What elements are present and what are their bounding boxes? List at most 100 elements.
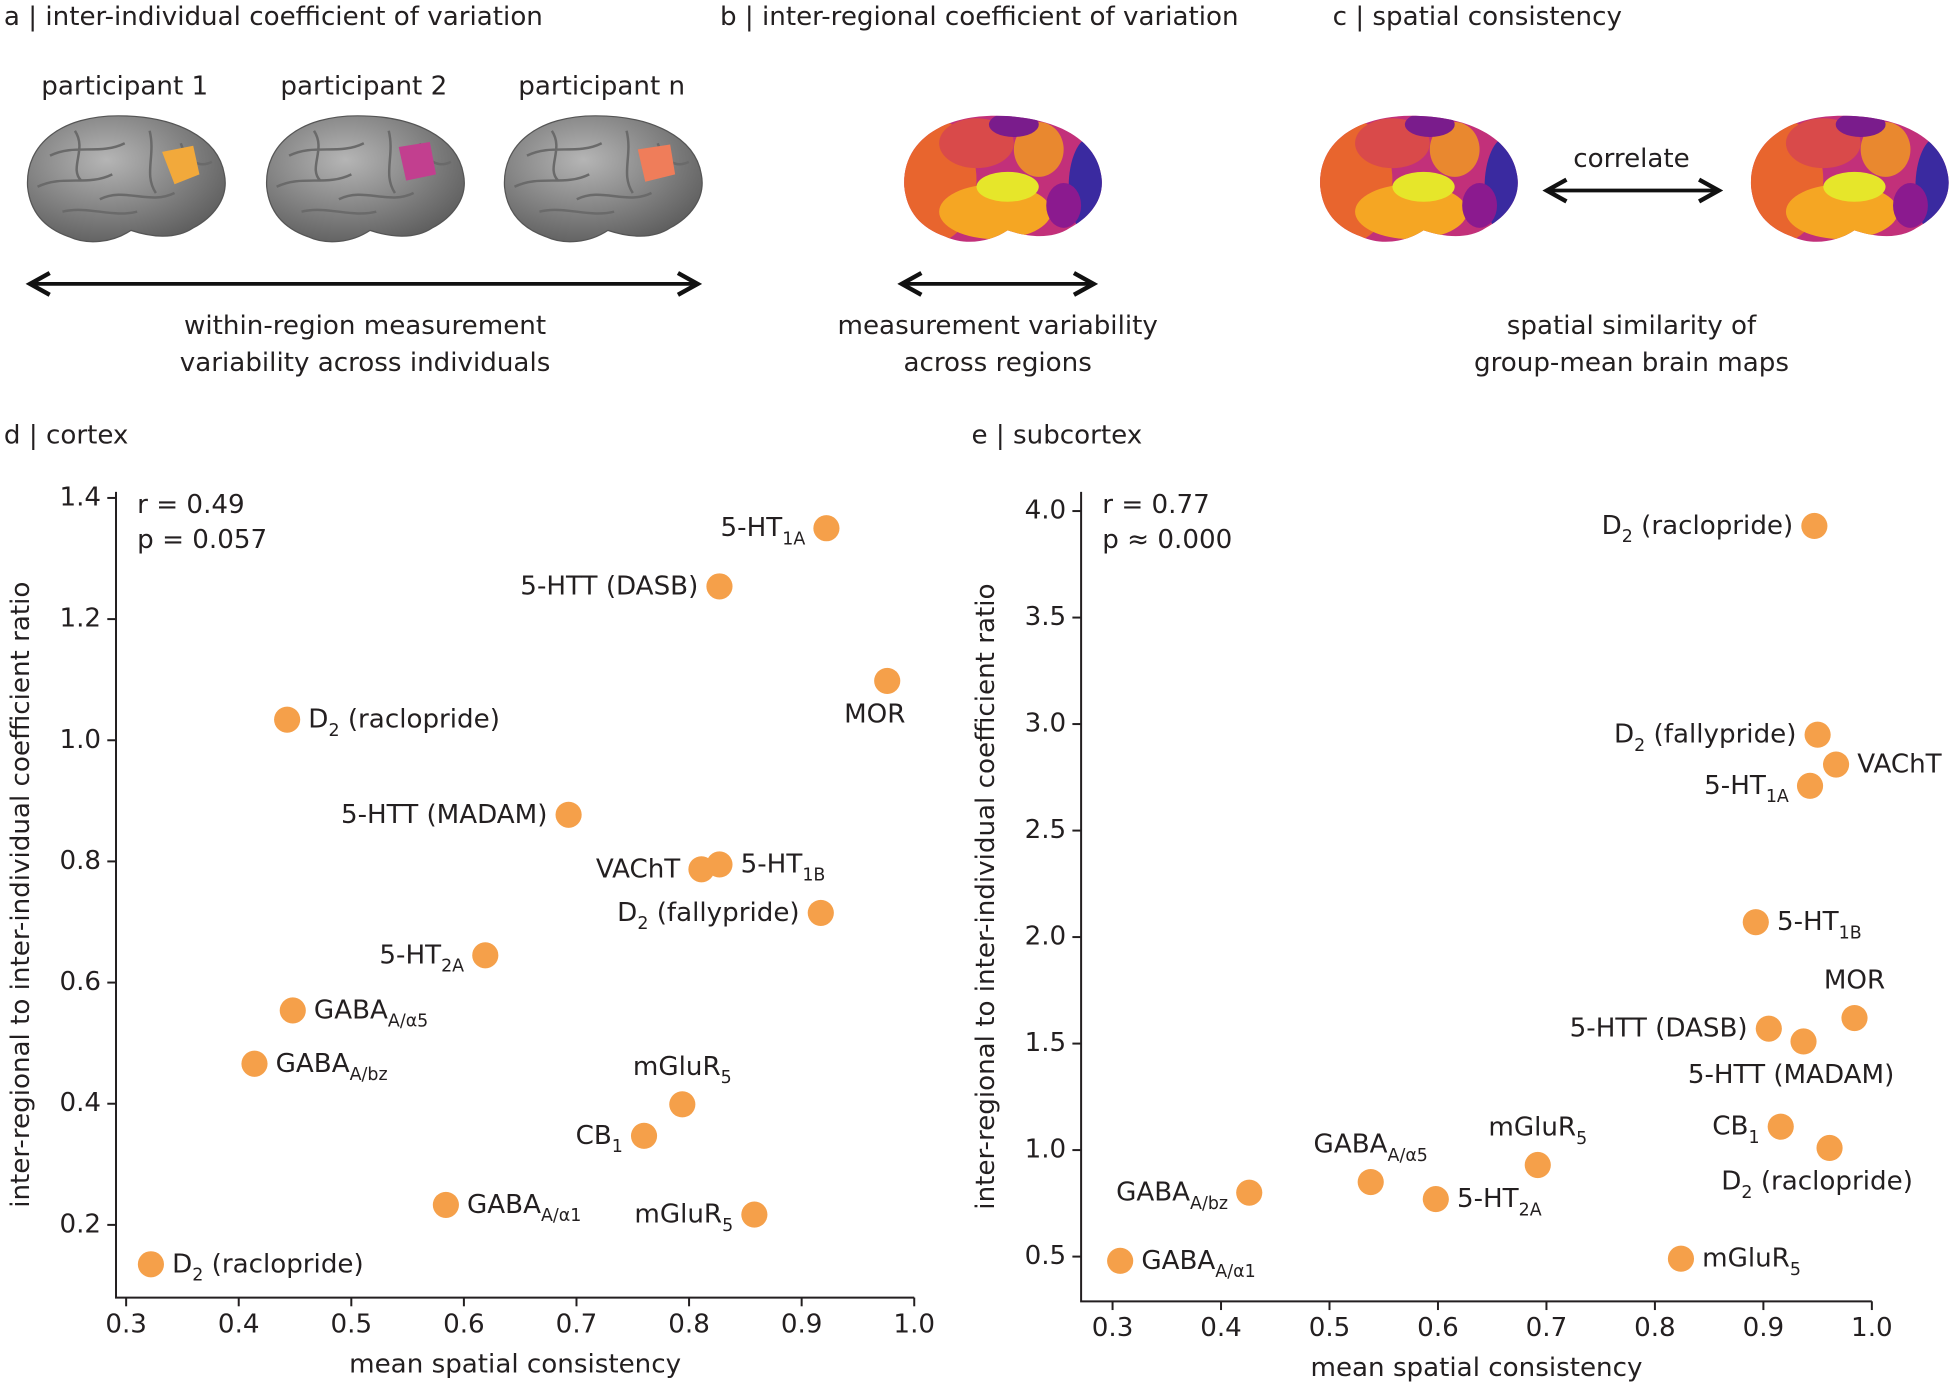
caption: spatial similarity of [1507,311,1757,341]
data-point [1422,1186,1449,1213]
data-point [472,942,499,969]
data-point [1841,1004,1868,1032]
point-label: D2 (raclopride) [1602,510,1794,547]
data-point [630,1122,658,1149]
annotation: p = 0.057 [137,525,267,555]
label-text: D [308,704,328,734]
label-text: D [1614,719,1634,749]
label-text: mGluR [1702,1243,1790,1273]
x-tick-label: 0.5 [1309,1313,1351,1343]
x-tick-label: 0.4 [218,1309,260,1339]
region-patch [398,141,437,181]
panel-title: c | spatial consistency [1333,2,1622,32]
point-label: mGluR5 [1488,1112,1587,1149]
y-tick-label: 1.0 [59,725,101,755]
label-text: 5-HTT (DASB) [1570,1013,1748,1043]
label-text: GABA [276,1048,350,1078]
point-label: GABAA/bz [276,1048,388,1085]
label-text: GABA [1116,1177,1190,1207]
x-tick-label: 0.6 [1417,1313,1459,1343]
label-text: 5-HT [379,940,442,970]
x-tick-label: 0.9 [781,1309,823,1339]
data-point [874,667,901,694]
axis-line [1080,491,1872,1303]
label-text: GABA [1314,1129,1388,1159]
label-text: 5-HT [1704,770,1767,800]
data-point [706,573,733,600]
point-label: CB1 [576,1120,623,1157]
y-axis-label: inter-regional to inter-individual coeff… [6,582,36,1208]
point-label: 5-HTT (DASB) [520,571,698,601]
label-subscript: A/α5 [1388,1146,1428,1166]
label-text: MOR [1824,965,1885,995]
data-point [1107,1247,1134,1274]
data-point [1755,1015,1782,1042]
x-tick-label: 0.5 [331,1309,373,1339]
annotation: p ≈ 0.000 [1102,525,1232,555]
caption: measurement variability [838,311,1158,341]
point-label: D2 (fallypride) [617,897,799,934]
label-text: MOR [844,699,905,729]
label-subscript: A/bz [350,1065,388,1085]
data-point [274,706,301,733]
y-axis-label: inter-regional to inter-individual coeff… [971,584,1001,1210]
label-subscript: 2 [1741,1183,1752,1203]
point-label: D2 (raclopride) [308,704,500,741]
annotation: r = 0.77 [1102,490,1209,520]
point-label: GABAA/α1 [1141,1245,1255,1282]
point-label: D2 (fallypride) [1614,719,1796,756]
label-subscript: A/bz [1190,1194,1228,1214]
x-tick-label: 0.3 [105,1309,147,1339]
point-label: VAChT [596,854,681,884]
y-tick-label: 1.2 [59,604,101,634]
data-point [813,515,840,542]
point-label: mGluR5 [1702,1243,1801,1280]
label-text: (raclopride) [203,1249,363,1279]
point-label: GABAA/α1 [467,1189,581,1226]
data-point [1804,721,1831,748]
x-tick-label: 0.3 [1092,1313,1134,1343]
x-axis-label: mean spatial consistency [1311,1353,1643,1383]
label-text: 5-HT [721,513,784,543]
data-point [432,1191,459,1218]
label-text: GABA [467,1189,541,1219]
y-tick-label: 2.0 [1025,922,1067,952]
point-label: CB1 [1712,1111,1759,1148]
data-point [1790,1028,1817,1055]
label-subscript: 2A [441,957,464,977]
label-subscript: 5 [721,1068,732,1088]
x-tick-label: 0.9 [1743,1313,1785,1343]
y-tick-label: 3.5 [1025,602,1067,632]
label-text: 5-HT [1777,907,1840,937]
x-tick-label: 0.6 [443,1309,485,1339]
brain [1736,112,1953,243]
y-tick-label: 0.8 [59,846,101,876]
participant-label: participant 1 [41,72,208,102]
y-tick-label: 4.0 [1025,496,1067,526]
caption: within-region measurement [184,311,546,341]
label-text: mGluR [633,1051,721,1081]
y-tick-label: 0.2 [59,1209,101,1239]
point-label: GABAA/α5 [1314,1129,1428,1166]
label-subscript: A/α1 [1215,1262,1255,1282]
label-text: 5-HT [1457,1184,1520,1214]
data-point [1816,1134,1843,1162]
label-text: 5-HTT (DASB) [520,571,698,601]
data-point [741,1201,768,1228]
caption: variability across individuals [180,348,551,378]
label-text: 5-HTT (MADAM) [341,799,547,829]
label-text: 5-HTT (MADAM) [1688,1060,1894,1090]
caption: group-mean brain maps [1474,348,1789,378]
label-subscript: 2 [637,914,648,934]
label-text: D [172,1249,192,1279]
x-tick-label: 0.8 [668,1309,710,1339]
label-subscript: A/α1 [541,1206,581,1226]
chart-title: d | cortex [4,420,128,450]
data-point [669,1091,696,1118]
data-point [1796,772,1824,799]
y-tick-label: 1.0 [1025,1135,1067,1165]
brain [27,116,225,242]
label-text: VAChT [596,854,681,884]
point-label: 5-HT1B [741,849,826,886]
point-label: GABAA/bz [1116,1177,1228,1214]
